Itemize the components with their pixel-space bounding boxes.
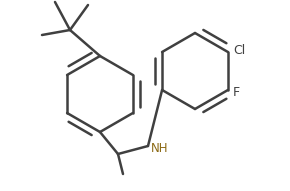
Text: F: F — [233, 86, 240, 99]
Text: Cl: Cl — [233, 44, 245, 57]
Text: NH: NH — [151, 142, 168, 155]
